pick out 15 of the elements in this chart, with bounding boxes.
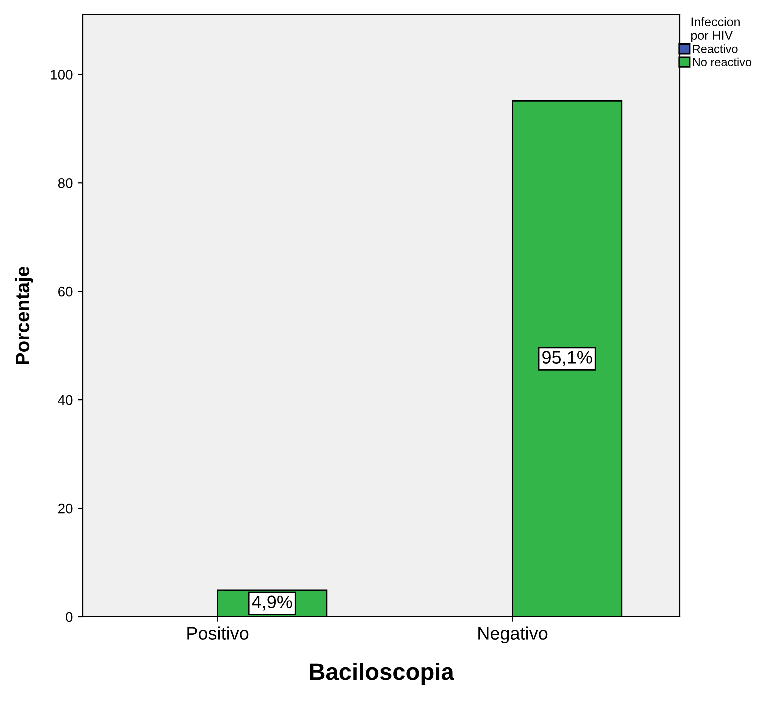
x-tick-label: Negativo bbox=[478, 626, 548, 644]
data-label: 95,1% bbox=[542, 351, 592, 366]
y-tick-label: 20 bbox=[58, 504, 73, 514]
legend-label: No reactivo bbox=[693, 58, 752, 67]
legend-title: Infeccion por HIV bbox=[692, 17, 740, 42]
y-tick-label: 60 bbox=[58, 286, 73, 297]
data-label: 4,9% bbox=[252, 596, 292, 611]
x-tick-label: Positivo bbox=[188, 626, 249, 640]
y-tick-label: 40 bbox=[58, 395, 73, 406]
y-tick-label: 80 bbox=[58, 178, 73, 188]
x-axis-title: Baciloscopia bbox=[310, 663, 454, 686]
y-axis-title: Porcentaje bbox=[15, 266, 34, 364]
legend-label: Reactivo bbox=[693, 44, 738, 54]
y-tick-label: 0 bbox=[66, 612, 73, 622]
y-tick-label: 100 bbox=[51, 70, 73, 80]
